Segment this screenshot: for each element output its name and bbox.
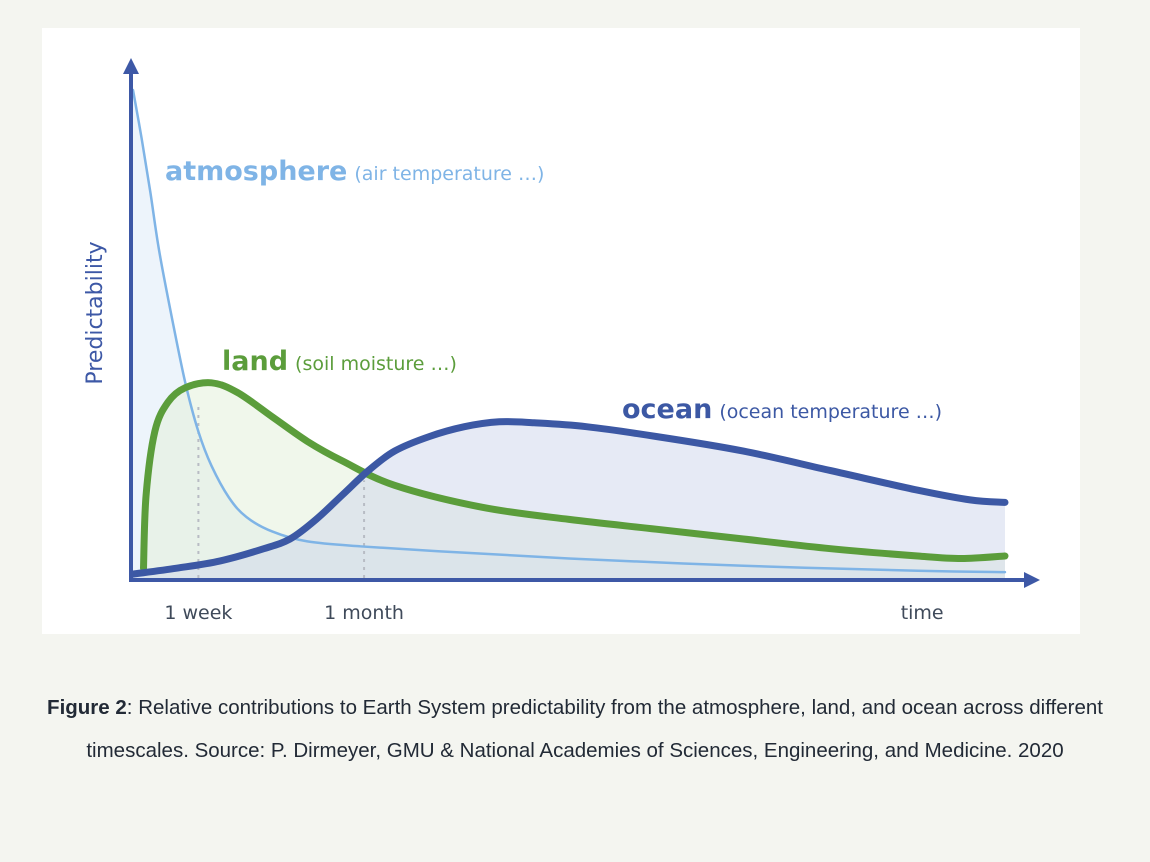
series-labels: atmosphere (air temperature …) land (soil m… bbox=[165, 156, 942, 425]
ocean-label-note: (ocean temperature …) bbox=[719, 401, 942, 423]
atmosphere-label-name: atmosphere bbox=[165, 156, 347, 187]
ocean-line bbox=[129, 418, 1009, 578]
x-tick-label-2: 1 month bbox=[324, 602, 404, 624]
predictability-chart: atmosphere (air temperature …) land (soil m… bbox=[83, 58, 1040, 624]
x-axis-arrow bbox=[1024, 572, 1040, 588]
x-tick-label-1: 1 week bbox=[164, 602, 232, 624]
y-axis-label: Predictability bbox=[83, 241, 108, 384]
figure-panel: atmosphere (air temperature …) land (soil m… bbox=[42, 28, 1080, 634]
land-label-name: land bbox=[222, 346, 288, 377]
x-tick-label-3: time bbox=[901, 602, 944, 624]
y-axis-arrow bbox=[123, 58, 139, 74]
x-tick-labels: 1 week 1 month time bbox=[164, 602, 943, 624]
ocean-label: ocean (ocean temperature …) bbox=[622, 394, 942, 425]
atmosphere-label-note: (air temperature …) bbox=[354, 163, 544, 185]
ocean-label-name: ocean bbox=[622, 394, 712, 425]
land-label: land (soil moisture …) bbox=[222, 346, 457, 377]
figure-caption: Figure 2: Relative contributions to Eart… bbox=[40, 686, 1110, 772]
atmosphere-label: atmosphere (air temperature …) bbox=[165, 156, 544, 187]
series-lines bbox=[129, 88, 1009, 578]
axes bbox=[123, 58, 1040, 588]
caption-text: : Relative contributions to Earth System… bbox=[86, 696, 1103, 762]
land-label-note: (soil moisture …) bbox=[295, 353, 457, 375]
caption-label: Figure 2 bbox=[47, 696, 127, 719]
atmosphere-line bbox=[131, 88, 1007, 574]
